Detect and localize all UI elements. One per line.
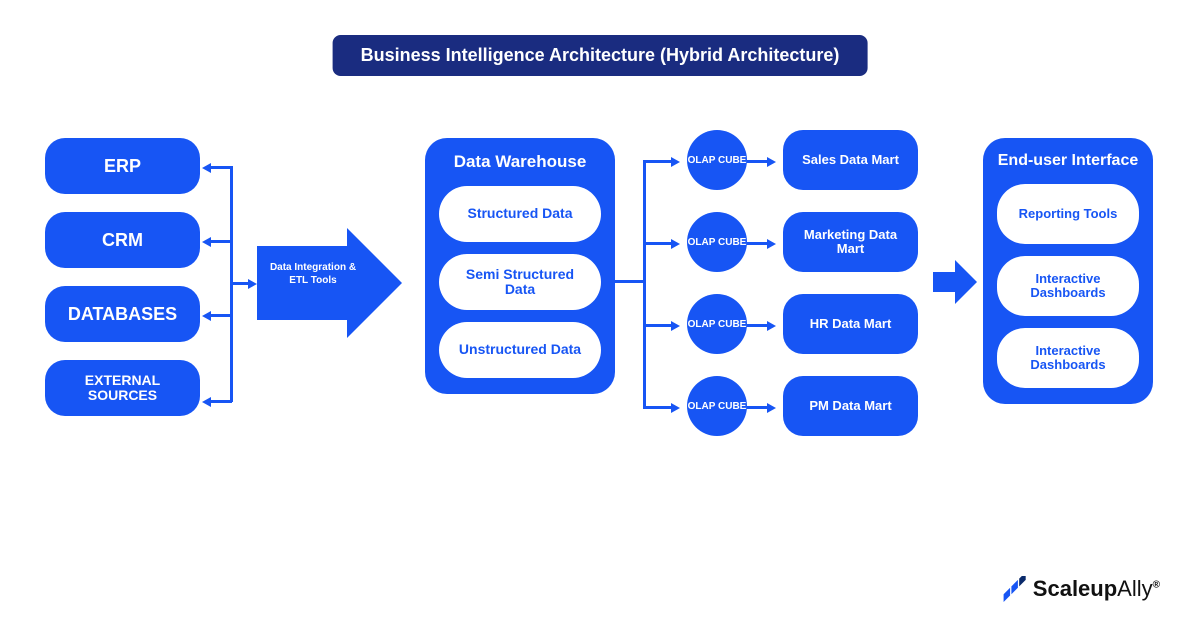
olap-spine	[643, 160, 646, 408]
integration-arrow-label: Data Integration & ETL Tools	[263, 262, 363, 287]
mart-pm: PM Data Mart	[783, 376, 918, 436]
bracket-stub-2	[210, 240, 232, 243]
source-databases: DATABASES	[45, 286, 200, 342]
olap-stub-2	[643, 242, 673, 245]
end-user-panel: End-user Interface Reporting Tools Inter…	[983, 138, 1153, 404]
dw-item-structured: Structured Data	[439, 186, 601, 242]
source-crm: CRM	[45, 212, 200, 268]
olap-cube-3: OLAP CUBE	[687, 294, 747, 354]
integration-arrow: Data Integration & ETL Tools	[257, 228, 397, 338]
dw-out-stub	[615, 280, 643, 283]
eu-item-dashboards-2: Interactive Dashboards	[997, 328, 1139, 388]
mart-marketing: Marketing Data Mart	[783, 212, 918, 272]
arrowhead-mart-2	[767, 239, 776, 249]
diagram-title: Business Intelligence Architecture (Hybr…	[333, 35, 868, 76]
sources-column: ERP CRM DATABASES EXTERNAL SOURCES	[45, 138, 200, 416]
logo-reg-mark: ®	[1153, 580, 1160, 591]
mart-hr: HR Data Mart	[783, 294, 918, 354]
arrowhead-to-bigarrow	[248, 279, 257, 289]
arrowhead-olap-3	[671, 321, 680, 331]
mart-stub-2	[747, 242, 769, 245]
logo-wordmark: ScaleupAlly®	[1033, 576, 1160, 602]
arrowhead-olap-4	[671, 403, 680, 413]
to-enduser-arrow	[933, 260, 977, 304]
arrowhead-source-1	[202, 163, 211, 173]
brand-logo: ScaleupAlly®	[1001, 576, 1160, 602]
arrowhead-source-3	[202, 311, 211, 321]
logo-mark-icon	[1001, 576, 1027, 602]
eu-item-reporting: Reporting Tools	[997, 184, 1139, 244]
mart-sales: Sales Data Mart	[783, 130, 918, 190]
dw-item-semi: Semi Structured Data	[439, 254, 601, 310]
data-mart-column: Sales Data Mart Marketing Data Mart HR D…	[783, 130, 918, 436]
mart-stub-3	[747, 324, 769, 327]
arrowhead-olap-1	[671, 157, 680, 167]
arrowhead-source-4	[202, 397, 211, 407]
bracket-stub-4	[210, 400, 232, 403]
olap-cube-1: OLAP CUBE	[687, 130, 747, 190]
eu-item-dashboards-1: Interactive Dashboards	[997, 256, 1139, 316]
logo-word-light: Ally	[1117, 576, 1152, 601]
bracket-stub-1	[210, 166, 232, 169]
arrowhead-source-2	[202, 237, 211, 247]
olap-cube-4: OLAP CUBE	[687, 376, 747, 436]
olap-stub-1	[643, 160, 673, 163]
data-warehouse-title: Data Warehouse	[439, 152, 601, 172]
bracket-to-arrow	[230, 282, 250, 285]
mart-stub-1	[747, 160, 769, 163]
olap-stub-3	[643, 324, 673, 327]
olap-stub-4	[643, 406, 673, 409]
bracket-stub-3	[210, 314, 232, 317]
mart-stub-4	[747, 406, 769, 409]
arrowhead-mart-3	[767, 321, 776, 331]
dw-item-unstructured: Unstructured Data	[439, 322, 601, 378]
arrowhead-olap-2	[671, 239, 680, 249]
arrowhead-mart-4	[767, 403, 776, 413]
data-warehouse-panel: Data Warehouse Structured Data Semi Stru…	[425, 138, 615, 394]
source-external: EXTERNAL SOURCES	[45, 360, 200, 416]
logo-word-bold: Scaleup	[1033, 576, 1117, 601]
source-erp: ERP	[45, 138, 200, 194]
olap-column: OLAP CUBE OLAP CUBE OLAP CUBE OLAP CUBE	[687, 130, 747, 436]
olap-cube-2: OLAP CUBE	[687, 212, 747, 272]
end-user-title: End-user Interface	[997, 152, 1139, 170]
arrowhead-mart-1	[767, 157, 776, 167]
diagram-canvas: ERP CRM DATABASES EXTERNAL SOURCES Data …	[45, 120, 1155, 480]
